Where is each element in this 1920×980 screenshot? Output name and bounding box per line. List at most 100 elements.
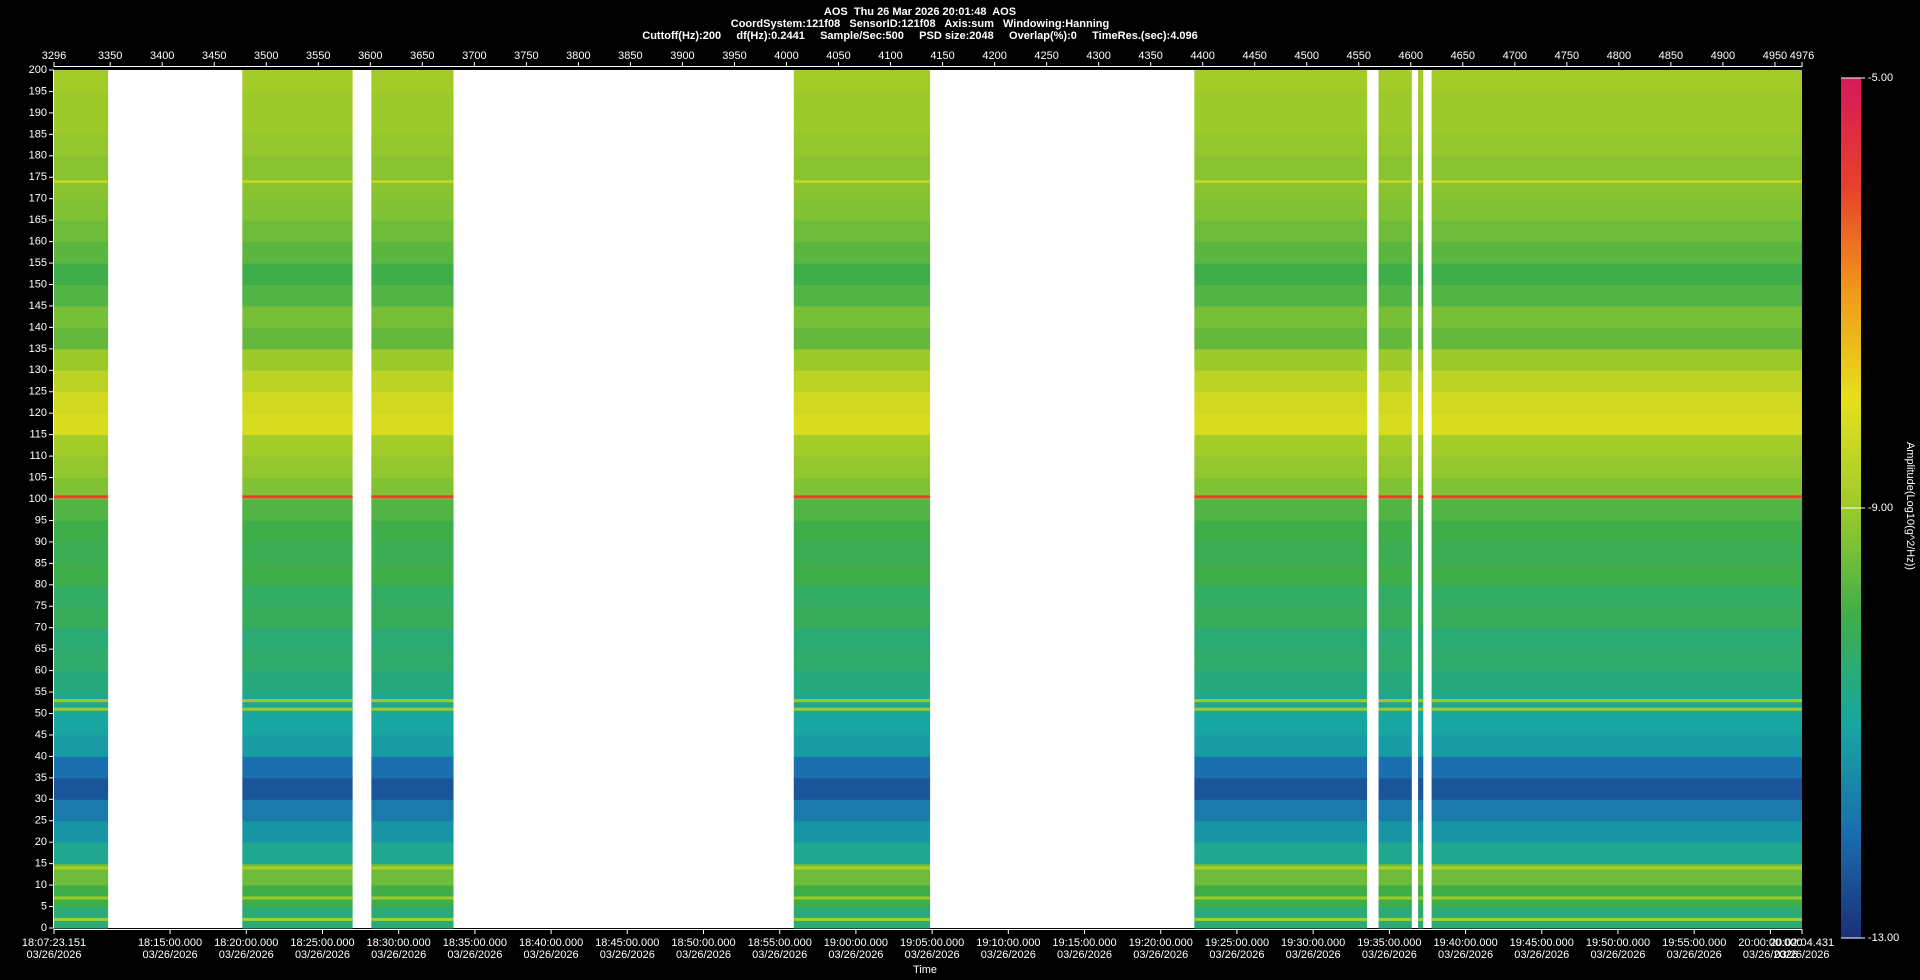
- spectrogram-cell: [1194, 70, 1368, 92]
- colorbar-step: [1841, 787, 1861, 794]
- colorbar-step: [1841, 384, 1861, 391]
- spectrogram-cell: [371, 220, 454, 243]
- colorbar-step: [1841, 663, 1861, 670]
- spectrogram-cell: [242, 477, 353, 500]
- colorbar-step: [1841, 561, 1861, 568]
- colorbar-step: [1841, 319, 1861, 326]
- spectral-line: [1431, 699, 1802, 703]
- spectrogram-cell: [1418, 70, 1424, 92]
- time-tick-label: 19:45:00.000: [1510, 937, 1574, 949]
- time-tick-date: 03/26/2026: [143, 949, 198, 961]
- spectrogram-cell: [242, 155, 353, 178]
- spectrogram-cell: [1431, 305, 1802, 328]
- colorbar-step: [1841, 309, 1861, 316]
- colorbar-step: [1841, 373, 1861, 380]
- chart-title: AOS Thu 26 Mar 2026 20:01:48 AOS: [824, 6, 1016, 18]
- colorbar-step: [1841, 126, 1861, 133]
- spectrogram-cell: [242, 499, 353, 521]
- spectral-line: [1418, 699, 1424, 703]
- y-tick-label: 30: [35, 793, 47, 805]
- time-tick-label: 19:05:00.000: [900, 937, 964, 949]
- colorbar-step: [1841, 244, 1861, 251]
- spectral-line: [1194, 707, 1368, 711]
- spectrogram-cell: [1194, 327, 1368, 350]
- x-tick-label: 4150: [930, 50, 954, 62]
- spectrogram-cell: [54, 241, 109, 264]
- spectral-line: [1418, 180, 1424, 184]
- spectrogram-cell: [1378, 499, 1412, 521]
- x-tick-label: 3800: [566, 50, 590, 62]
- spectral-line: [54, 495, 109, 499]
- spectrogram-cell: [54, 413, 109, 436]
- colorbar-step: [1841, 271, 1861, 278]
- spectrogram-cell: [1431, 198, 1802, 221]
- x-tick-label: 4500: [1294, 50, 1318, 62]
- spectrogram-cell: [793, 499, 931, 521]
- spectral-line: [1431, 495, 1802, 499]
- spectrogram-cell: [1378, 155, 1412, 178]
- spectral-line: [793, 180, 931, 184]
- spectrogram-cell: [1418, 241, 1424, 264]
- spectrogram-cell: [242, 263, 353, 285]
- spectral-line: [1418, 707, 1424, 711]
- x-tick-label: 3650: [410, 50, 434, 62]
- time-tick-date: 03/26/2026: [371, 949, 426, 961]
- spectrogram-cell: [1378, 906, 1412, 929]
- spectrogram-cell: [793, 263, 931, 285]
- spectrogram-cell: [1194, 584, 1368, 607]
- spectrogram-cell: [371, 112, 454, 135]
- spectrogram-cell: [1418, 520, 1424, 543]
- y-tick-label: 65: [35, 643, 47, 655]
- spectrogram-cell: [371, 627, 454, 650]
- spectrogram-cell: [793, 220, 931, 243]
- colorbar-step: [1841, 819, 1861, 826]
- x-tick-label: 4600: [1399, 50, 1423, 62]
- colorbar-step: [1841, 545, 1861, 552]
- spectrogram-cell: [54, 606, 109, 629]
- spectrogram-cell: [1431, 885, 1802, 908]
- spectrogram-cell: [54, 434, 109, 457]
- colorbar-step: [1841, 88, 1861, 95]
- colorbar-step: [1841, 706, 1861, 713]
- spectrogram-cell: [54, 649, 109, 672]
- spectral-line: [54, 707, 109, 711]
- spectrogram-cell: [1418, 456, 1424, 479]
- colorbar-step: [1841, 927, 1861, 934]
- chart-subtitle: CoordSystem:121f08 SensorID:121f08 Axis:…: [731, 18, 1109, 30]
- spectrogram-cell: [793, 756, 931, 779]
- spectrogram-cell: [242, 734, 353, 757]
- colorbar-step: [1841, 341, 1861, 348]
- colorbar-step: [1841, 153, 1861, 160]
- spectral-line: [1418, 896, 1424, 900]
- colorbar-step: [1841, 491, 1861, 498]
- colorbar-step: [1841, 518, 1861, 525]
- x-tick-label: 4900: [1711, 50, 1735, 62]
- spectrogram-cell: [1431, 842, 1802, 865]
- colorbar-step: [1841, 190, 1861, 197]
- colorbar-step: [1841, 266, 1861, 273]
- spectrogram-cell: [242, 777, 353, 800]
- colorbar-step: [1841, 717, 1861, 724]
- spectrogram-cell: [793, 584, 931, 607]
- colorbar-step: [1841, 696, 1861, 703]
- spectral-line: [1194, 699, 1368, 703]
- colorbar-label: Amplitude(Log10(g^2/Hz)): [1904, 442, 1916, 570]
- spectrogram-cell: [1431, 263, 1802, 285]
- spectrogram-cell: [1418, 627, 1424, 650]
- spectral-line: [54, 180, 109, 184]
- spectral-line: [793, 917, 931, 921]
- spectral-line: [54, 896, 109, 900]
- spectrogram-cell: [1418, 305, 1424, 328]
- spectrogram-cell: [1378, 584, 1412, 607]
- colorbar-step: [1841, 766, 1861, 772]
- spectral-line: [1418, 866, 1424, 870]
- spectrogram-cell: [1418, 606, 1424, 629]
- spectrogram-cell: [242, 520, 353, 543]
- spectral-line: [793, 699, 931, 703]
- time-tick-label: 18:55:00.000: [748, 937, 812, 949]
- x-tick-label: 3950: [722, 50, 746, 62]
- spectrogram-cell: [242, 541, 353, 564]
- spectrogram-cell: [371, 155, 454, 178]
- colorbar-step: [1841, 427, 1861, 434]
- spectrogram-cell: [1418, 348, 1424, 371]
